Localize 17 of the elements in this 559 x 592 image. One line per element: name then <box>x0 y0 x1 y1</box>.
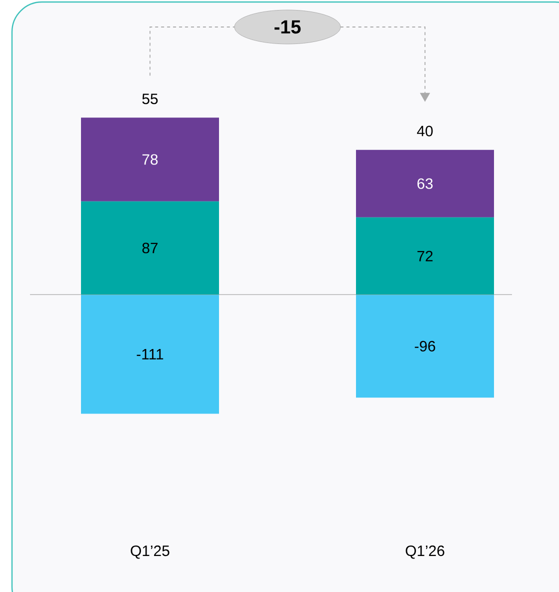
annotation: 55 <box>142 94 158 104</box>
x-tick-label: Q1’25 <box>130 546 170 559</box>
data-label: 72 <box>417 250 433 262</box>
annotation: 40 <box>417 126 433 136</box>
data-label: 78 <box>142 154 158 165</box>
text: -15 <box>274 20 301 34</box>
bar <box>81 201 220 295</box>
data-label: 63 <box>417 178 433 189</box>
bar <box>356 217 494 295</box>
data-label: 87 <box>142 242 158 254</box>
data-label: -111 <box>136 349 164 360</box>
data-label: -96 <box>414 340 436 352</box>
bar <box>356 150 494 218</box>
bar <box>81 118 220 202</box>
x-tick-label: Q1’26 <box>406 546 444 559</box>
bar <box>356 294 494 398</box>
bar <box>81 294 220 414</box>
